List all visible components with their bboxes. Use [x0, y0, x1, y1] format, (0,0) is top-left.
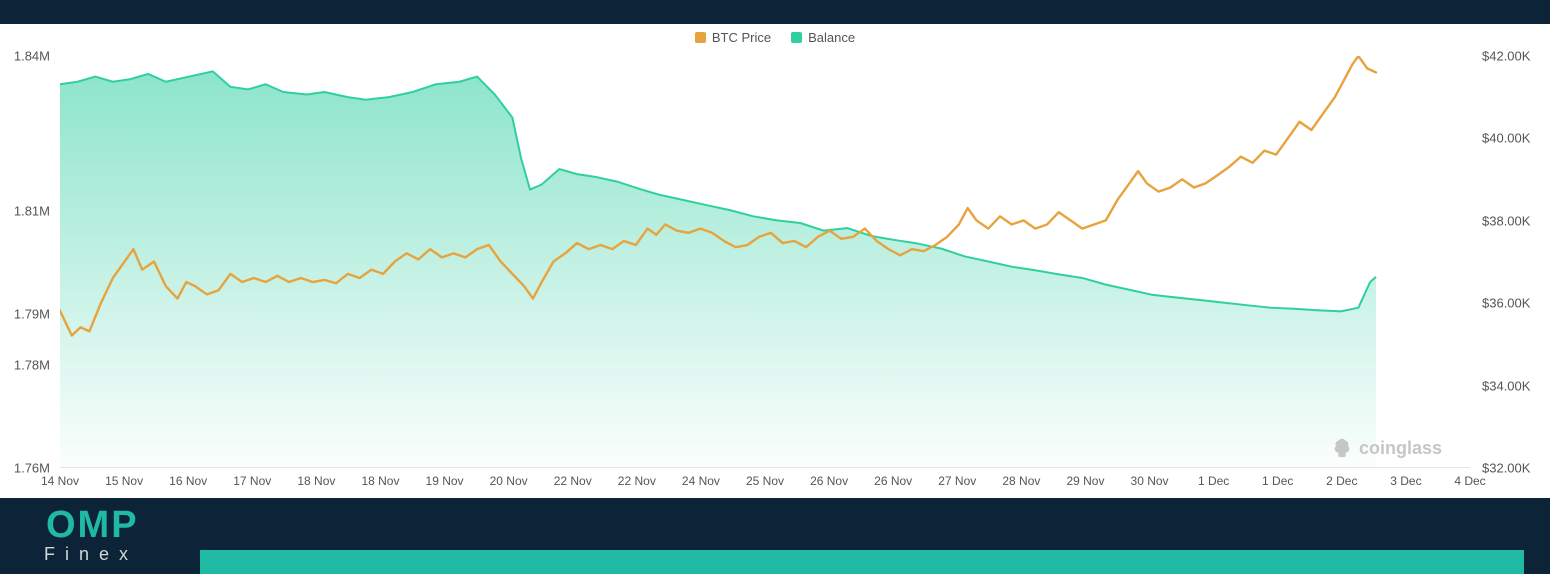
y-left-tick: 1.78M — [14, 358, 50, 373]
x-tick: 1 Dec — [1198, 474, 1229, 488]
y-right-tick: $34.00K — [1482, 378, 1530, 393]
legend-swatch — [791, 32, 802, 43]
x-tick: 2 Dec — [1326, 474, 1357, 488]
x-tick: 17 Nov — [233, 474, 271, 488]
x-tick: 22 Nov — [554, 474, 592, 488]
x-tick: 20 Nov — [490, 474, 528, 488]
brand-logo-bottom: Finex — [44, 544, 138, 565]
balance-area-fill — [60, 71, 1376, 467]
x-tick: 16 Nov — [169, 474, 207, 488]
x-tick: 4 Dec — [1454, 474, 1485, 488]
legend-label: BTC Price — [712, 30, 771, 45]
y-right-tick: $32.00K — [1482, 461, 1530, 476]
watermark-text: coinglass — [1359, 438, 1442, 459]
x-tick: 1 Dec — [1262, 474, 1293, 488]
plot-region: coinglass — [60, 56, 1470, 468]
x-tick: 15 Nov — [105, 474, 143, 488]
x-tick: 27 Nov — [938, 474, 976, 488]
y-right-tick: $40.00K — [1482, 131, 1530, 146]
x-tick: 22 Nov — [618, 474, 656, 488]
legend-item: BTC Price — [695, 30, 771, 45]
coinglass-icon — [1331, 437, 1353, 459]
legend-swatch — [695, 32, 706, 43]
x-tick: 18 Nov — [361, 474, 399, 488]
source-watermark: coinglass — [1331, 437, 1442, 459]
y-left-tick: 1.81M — [14, 203, 50, 218]
y-left-tick: 1.79M — [14, 306, 50, 321]
top-strip — [0, 0, 1550, 24]
footer-area: OMP Finex — [0, 498, 1550, 574]
x-tick: 28 Nov — [1002, 474, 1040, 488]
x-tick: 26 Nov — [810, 474, 848, 488]
x-tick: 3 Dec — [1390, 474, 1421, 488]
y-right-tick: $38.00K — [1482, 213, 1530, 228]
x-tick: 18 Nov — [297, 474, 335, 488]
x-tick: 14 Nov — [41, 474, 79, 488]
x-tick: 29 Nov — [1066, 474, 1104, 488]
x-axis-labels: 14 Nov15 Nov16 Nov17 Nov18 Nov18 Nov19 N… — [60, 474, 1470, 494]
brand-logo-top: OMP — [46, 504, 139, 547]
y-axis-left-labels: 1.84M1.81M1.79M1.78M1.76M — [0, 24, 56, 498]
x-tick: 19 Nov — [426, 474, 464, 488]
y-axis-right-labels: $42.00K $40.00K $38.00K $36.00K $34.00K $32.0… — [1474, 24, 1550, 498]
chart-area: BTC PriceBalance 1.84M1.81M1.79M1.78M1.7… — [0, 24, 1550, 498]
x-tick: 25 Nov — [746, 474, 784, 488]
x-tick: 30 Nov — [1131, 474, 1169, 488]
x-tick: 24 Nov — [682, 474, 720, 488]
y-left-tick: 1.84M — [14, 49, 50, 64]
footer-accent-bar — [200, 550, 1524, 574]
legend-item: Balance — [791, 30, 855, 45]
chart-legend: BTC Price Balance — [0, 30, 1550, 46]
y-right-tick: $36.00K — [1482, 296, 1530, 311]
legend-label: Balance — [808, 30, 855, 45]
y-right-tick: $42.00K — [1482, 49, 1530, 64]
x-tick: 26 Nov — [874, 474, 912, 488]
plot-svg — [60, 56, 1470, 467]
